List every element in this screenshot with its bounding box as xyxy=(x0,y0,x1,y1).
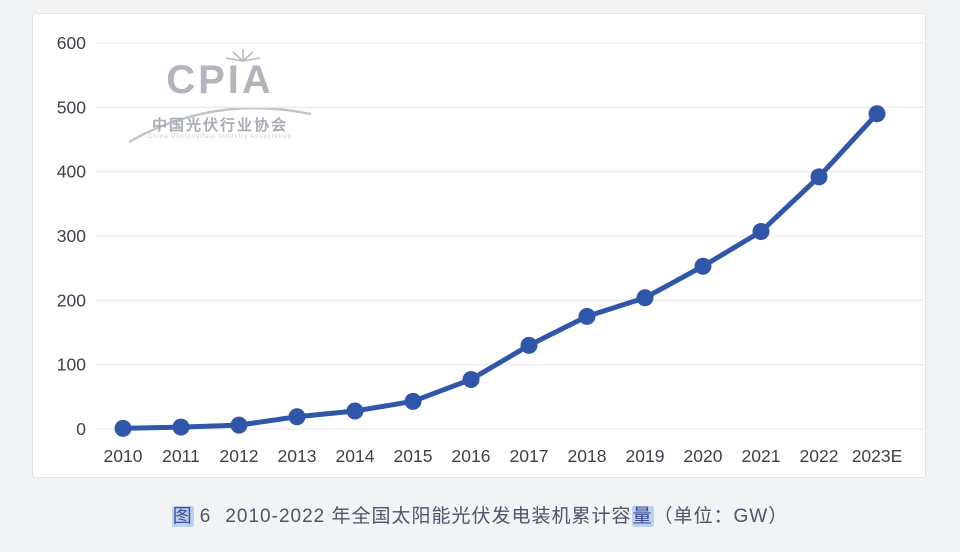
data-point-marker xyxy=(578,307,596,325)
x-tick-label: 2018 xyxy=(568,446,607,466)
x-tick-label: 2013 xyxy=(278,446,317,466)
x-tick-label: 2021 xyxy=(742,446,781,466)
caption-title-highlight: 量 xyxy=(631,506,654,527)
data-point-marker xyxy=(230,416,248,434)
cpia-logo: CPIA 中国光伏行业协会 China Photovoltaic Industr… xyxy=(125,48,315,154)
caption-title: 2010-2022 年全国太阳能光伏发电装机累计容 xyxy=(225,506,632,527)
line-chart: 0 100 200 300 400 500 600 2010 2011 2012 2013 2014 2… xyxy=(57,33,924,466)
data-point-marker xyxy=(520,336,538,354)
y-tick-label: 400 xyxy=(57,162,86,182)
x-tick-label: 2023E xyxy=(852,446,903,466)
data-point-marker xyxy=(346,402,364,420)
sun-rays-icon xyxy=(225,49,261,62)
data-point-marker xyxy=(636,289,654,307)
data-point-marker xyxy=(404,392,422,410)
caption-figure-number: 6 xyxy=(199,506,212,527)
swoosh-arc-icon xyxy=(128,106,312,144)
caption-unit: （单位：GW） xyxy=(653,506,789,527)
chart-panel: CPIA 中国光伏行业协会 China Photovoltaic Industr… xyxy=(32,13,926,478)
x-tick-label: 2020 xyxy=(684,446,723,466)
x-tick-label: 2016 xyxy=(452,446,491,466)
x-tick-label: 2019 xyxy=(626,446,665,466)
y-tick-label: 300 xyxy=(57,226,86,246)
y-tick-label: 200 xyxy=(57,290,86,310)
data-point-marker xyxy=(172,418,190,436)
x-tick-label: 2017 xyxy=(510,446,549,466)
trend-line xyxy=(120,111,880,431)
figure-caption: 图 6 2010-2022 年全国太阳能光伏发电装机累计容量（单位：GW） xyxy=(0,501,960,528)
data-point-marker xyxy=(462,370,480,388)
y-tick-label: 0 xyxy=(76,419,86,439)
y-tick-label: 600 xyxy=(57,33,86,53)
logo-name-cn: 中国光伏行业协会 xyxy=(151,117,288,134)
y-tick-label: 100 xyxy=(57,355,86,375)
data-point-marker xyxy=(114,419,132,437)
caption-figure-char: 图 xyxy=(171,506,194,527)
x-tick-label: 2010 xyxy=(104,446,143,466)
data-point-marker xyxy=(288,408,306,426)
x-tick-label: 2012 xyxy=(220,446,259,466)
x-tick-label: 2022 xyxy=(800,446,839,466)
x-tick-label: 2011 xyxy=(162,446,200,466)
data-point-marker xyxy=(810,168,828,186)
cpia-acronym: CPIA xyxy=(166,58,274,102)
data-point-marker xyxy=(868,105,886,123)
x-tick-label: 2015 xyxy=(394,446,433,466)
logo-name-en: China Photovoltaic Industry Association xyxy=(147,134,293,140)
x-tick-label: 2014 xyxy=(336,446,375,466)
data-point-marker xyxy=(752,222,770,240)
y-tick-label: 500 xyxy=(57,97,86,117)
data-point-marker xyxy=(694,257,712,275)
